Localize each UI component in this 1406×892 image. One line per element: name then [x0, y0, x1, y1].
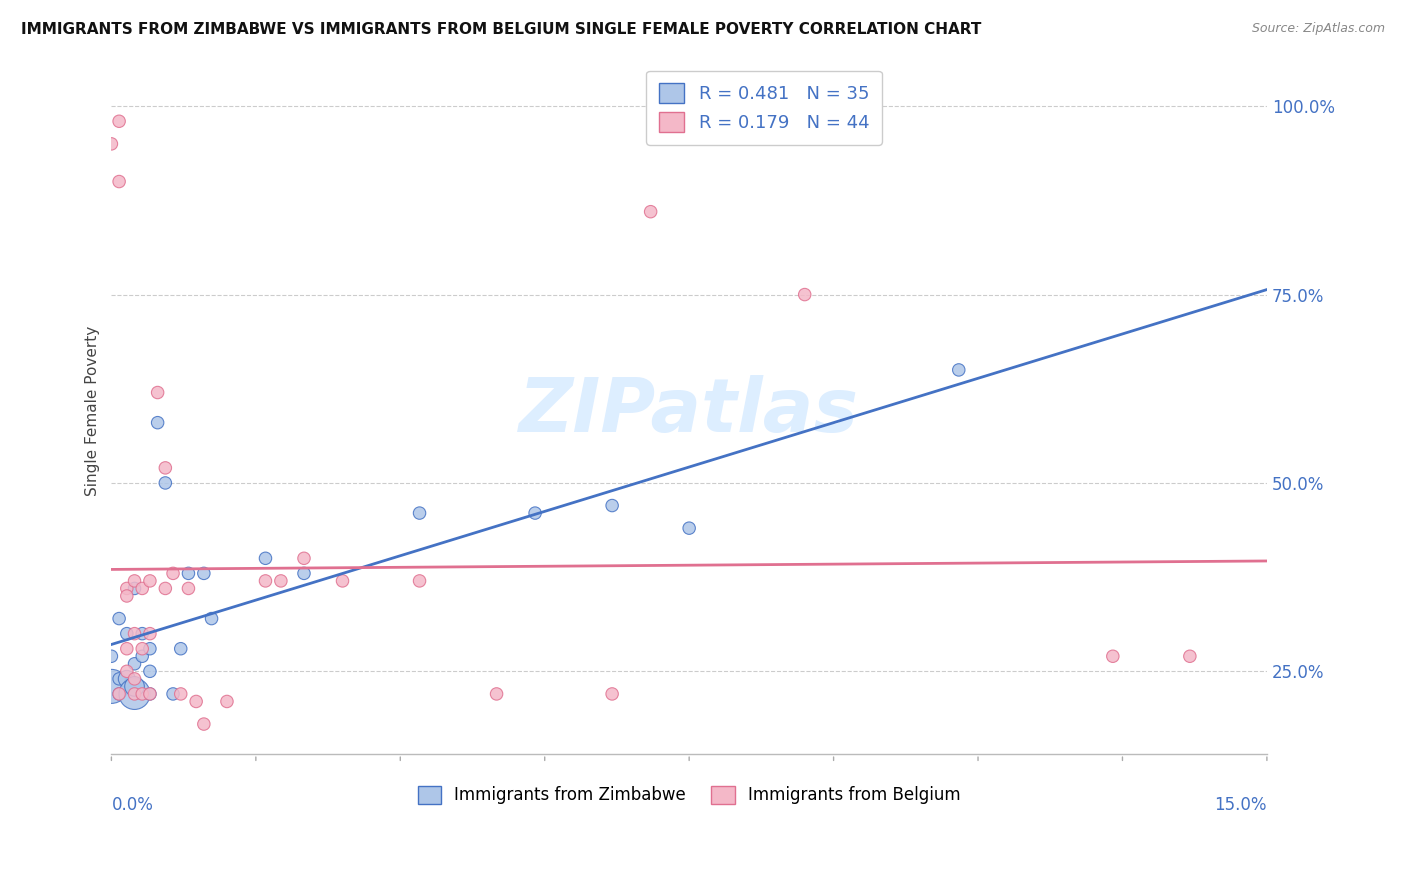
Point	[155, 475, 177, 490]
Point	[408, 574, 430, 588]
Point	[332, 574, 354, 588]
Point	[131, 687, 153, 701]
Point	[115, 672, 138, 686]
Point	[793, 287, 815, 301]
Point	[131, 626, 153, 640]
Point	[124, 582, 146, 596]
Point	[177, 582, 200, 596]
Point	[1101, 649, 1123, 664]
Point	[108, 687, 131, 701]
Point	[215, 694, 238, 708]
Point	[200, 611, 222, 625]
Point	[124, 679, 146, 693]
Point	[100, 679, 122, 693]
Point	[485, 687, 508, 701]
Point	[139, 687, 162, 701]
Point	[124, 687, 146, 701]
Point	[115, 665, 138, 679]
Point	[139, 626, 162, 640]
Point	[146, 416, 169, 430]
Point	[131, 582, 153, 596]
Point	[139, 574, 162, 588]
Point	[124, 626, 146, 640]
Point	[408, 506, 430, 520]
Point	[108, 687, 131, 701]
Point	[139, 687, 162, 701]
Point	[640, 204, 662, 219]
Point	[124, 657, 146, 671]
Point	[124, 574, 146, 588]
Point	[108, 672, 131, 686]
Point	[115, 589, 138, 603]
Point	[108, 114, 131, 128]
Point	[292, 551, 315, 566]
Point	[155, 461, 177, 475]
Point	[678, 521, 700, 535]
Point	[139, 641, 162, 656]
Point	[600, 499, 623, 513]
Point	[162, 566, 184, 581]
Point	[193, 717, 215, 731]
Point	[115, 641, 138, 656]
Point	[193, 566, 215, 581]
Point	[254, 574, 277, 588]
Point	[139, 665, 162, 679]
Point	[108, 611, 131, 625]
Point	[292, 566, 315, 581]
Legend: Immigrants from Zimbabwe, Immigrants from Belgium: Immigrants from Zimbabwe, Immigrants fro…	[408, 776, 970, 814]
Text: Source: ZipAtlas.com: Source: ZipAtlas.com	[1251, 22, 1385, 36]
Point	[524, 506, 547, 520]
Y-axis label: Single Female Poverty: Single Female Poverty	[86, 326, 100, 497]
Point	[115, 582, 138, 596]
Point	[100, 649, 122, 664]
Point	[254, 551, 277, 566]
Point	[108, 175, 131, 189]
Point	[124, 672, 146, 686]
Point	[186, 694, 208, 708]
Point	[100, 136, 122, 151]
Point	[131, 641, 153, 656]
Point	[1178, 649, 1201, 664]
Text: 0.0%: 0.0%	[111, 796, 153, 814]
Point	[170, 641, 193, 656]
Text: 15.0%: 15.0%	[1215, 796, 1267, 814]
Point	[115, 626, 138, 640]
Point	[170, 687, 193, 701]
Point	[124, 687, 146, 701]
Point	[270, 574, 292, 588]
Text: ZIPatlas: ZIPatlas	[519, 375, 859, 448]
Point	[155, 582, 177, 596]
Text: IMMIGRANTS FROM ZIMBABWE VS IMMIGRANTS FROM BELGIUM SINGLE FEMALE POVERTY CORREL: IMMIGRANTS FROM ZIMBABWE VS IMMIGRANTS F…	[21, 22, 981, 37]
Point	[146, 385, 169, 400]
Point	[948, 363, 970, 377]
Point	[162, 687, 184, 701]
Point	[600, 687, 623, 701]
Point	[131, 649, 153, 664]
Point	[177, 566, 200, 581]
